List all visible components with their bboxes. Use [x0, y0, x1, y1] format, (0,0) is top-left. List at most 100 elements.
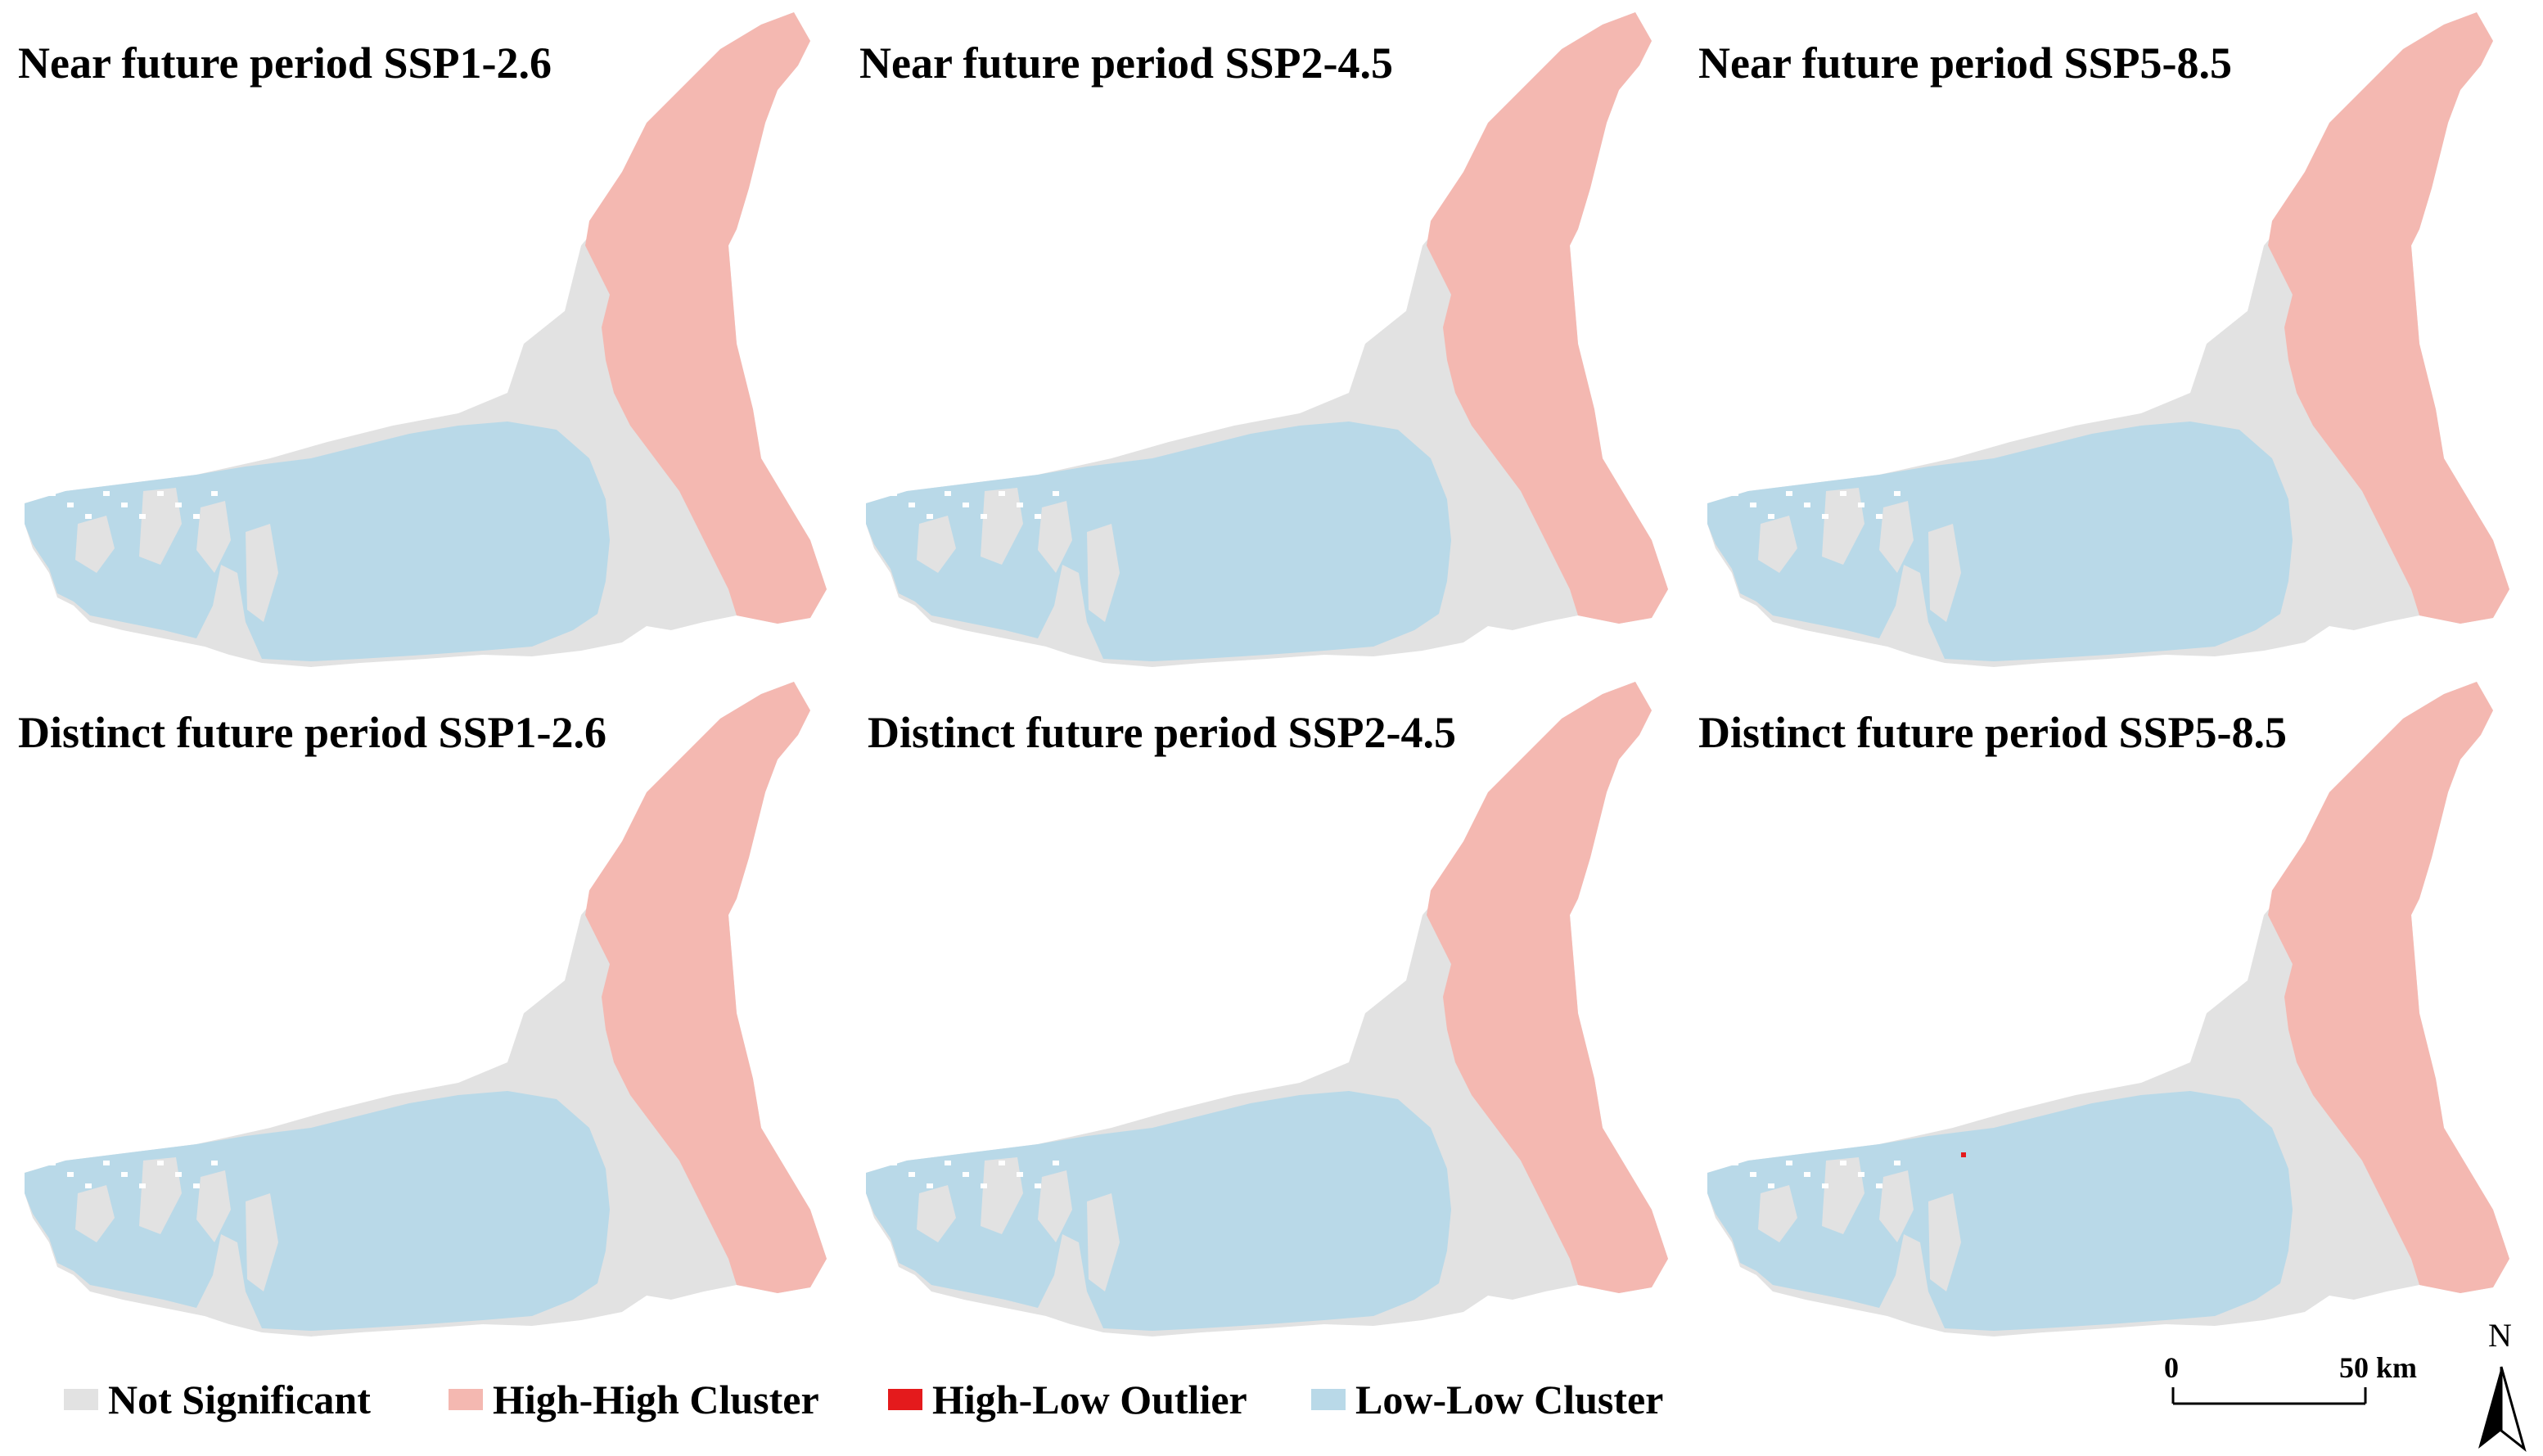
legend-swatch-high-low	[888, 1389, 922, 1410]
region-high-high-cluster	[585, 682, 827, 1293]
legend-item-low-low: Low-Low Cluster	[1311, 1375, 1663, 1424]
map-speckle	[1750, 503, 1756, 507]
map-speckle	[1768, 514, 1774, 519]
legend-swatch-low-low	[1311, 1389, 1346, 1410]
map-speckle	[999, 491, 1005, 496]
region-not-significant-patch	[1928, 524, 1961, 622]
region-not-significant-patch	[75, 516, 115, 573]
region-high-high-cluster	[2268, 682, 2509, 1293]
region-not-significant-patch	[1087, 524, 1120, 622]
map-speckle	[121, 1172, 128, 1177]
region-not-significant-patch	[1822, 1157, 1864, 1234]
region-not-significant-patch	[1879, 501, 1914, 573]
map-speckle	[1768, 1183, 1774, 1188]
map-speckle	[1053, 1161, 1059, 1165]
map-panel-distinct-ssp585	[1707, 682, 2509, 1337]
map-speckle	[1876, 514, 1882, 519]
map-speckle	[1840, 1161, 1846, 1165]
map-speckle	[1017, 1172, 1023, 1177]
map-speckle	[1786, 1161, 1792, 1165]
legend-item-high-high: High-High Cluster	[449, 1375, 819, 1424]
region-high-high-cluster	[2268, 12, 2509, 624]
map-speckle	[1732, 491, 1738, 496]
region-not-significant-patch	[196, 501, 231, 573]
region-not-significant-patch	[246, 524, 278, 622]
map-speckle	[49, 1161, 56, 1165]
legend-label-low-low: Low-Low Cluster	[1355, 1377, 1664, 1422]
map-speckle	[1894, 1161, 1900, 1165]
region-not-significant-patch	[75, 1185, 115, 1242]
legend-item-high-low: High-Low Outlier	[888, 1375, 1247, 1424]
region-not-significant-patch	[246, 1193, 278, 1291]
region-not-significant-patch	[981, 1157, 1023, 1234]
map-speckle	[85, 1183, 92, 1188]
legend-label-not-significant: Not Significant	[108, 1377, 371, 1422]
region-not-significant-patch	[1758, 1185, 1797, 1242]
map-speckle	[1053, 491, 1059, 496]
map-speckle	[157, 491, 164, 496]
map-panel-distinct-ssp245	[866, 682, 1668, 1337]
map-speckle	[211, 1161, 218, 1165]
map-speckle	[1035, 1183, 1041, 1188]
map-speckle	[67, 503, 74, 507]
map-speckle	[909, 1172, 915, 1177]
map-speckle	[1858, 1172, 1864, 1177]
region-not-significant-patch	[139, 488, 182, 565]
scale-bar	[2171, 1387, 2367, 1405]
region-not-significant-patch	[196, 1170, 231, 1242]
map-speckle	[999, 1161, 1005, 1165]
map-speckle	[193, 1183, 200, 1188]
map-speckle	[891, 491, 897, 496]
map-speckle	[1804, 503, 1810, 507]
map-panel-near-ssp585	[1707, 12, 2509, 667]
region-not-significant-patch	[1038, 501, 1072, 573]
map-speckle	[49, 491, 56, 496]
map-speckle	[981, 514, 987, 519]
map-speckle	[963, 503, 969, 507]
region-low-low-cluster	[25, 1091, 610, 1331]
scale-label-start: 0	[2164, 1351, 2179, 1384]
map-speckle	[1732, 1161, 1738, 1165]
region-high-high-cluster	[1427, 682, 1668, 1293]
map-speckle	[945, 491, 951, 496]
scale-label-end: 50 km	[2339, 1351, 2418, 1384]
region-low-low-cluster	[1707, 421, 2293, 661]
map-speckle	[1822, 1183, 1828, 1188]
map-panel-near-ssp245	[866, 12, 1668, 667]
panel-title-distinct-ssp126: Distinct future period SSP1-2.6	[18, 708, 607, 757]
panel-title-distinct-ssp585: Distinct future period SSP5-8.5	[1698, 708, 2288, 757]
region-low-low-cluster	[1707, 1091, 2293, 1331]
legend-swatch-not-significant	[64, 1389, 98, 1410]
map-speckle	[927, 1183, 933, 1188]
map-speckle	[103, 1161, 110, 1165]
map-speckle	[1858, 503, 1864, 507]
north-label: N	[2488, 1317, 2512, 1354]
legend-item-not-significant: Not Significant	[64, 1375, 371, 1424]
map-speckle	[945, 1161, 951, 1165]
region-low-low-cluster	[866, 421, 1451, 661]
region-high-low-outlier	[1961, 1152, 1966, 1157]
map-speckle	[139, 1183, 146, 1188]
region-high-high-cluster	[1427, 12, 1668, 624]
map-speckle	[1894, 491, 1900, 496]
region-high-high-cluster	[585, 12, 827, 624]
legend-label-high-low: High-Low Outlier	[932, 1377, 1247, 1422]
map-speckle	[891, 1161, 897, 1165]
panel-title-near-ssp126: Near future period SSP1-2.6	[18, 38, 552, 88]
map-speckle	[1035, 514, 1041, 519]
map-speckle	[175, 503, 182, 507]
map-speckle	[1786, 491, 1792, 496]
map-speckle	[1840, 491, 1846, 496]
map-panel-near-ssp126	[25, 12, 827, 667]
map-speckle	[909, 503, 915, 507]
region-not-significant-patch	[1822, 488, 1864, 565]
region-not-significant-patch	[1928, 1193, 1961, 1291]
map-speckle	[1876, 1183, 1882, 1188]
north-arrow-icon	[2478, 1366, 2527, 1453]
map-panel-distinct-ssp126	[25, 682, 827, 1337]
region-not-significant-patch	[917, 1185, 956, 1242]
region-not-significant-patch	[1879, 1170, 1914, 1242]
legend-label-high-high: High-High Cluster	[493, 1377, 819, 1422]
map-speckle	[193, 514, 200, 519]
panel-title-near-ssp245: Near future period SSP2-4.5	[859, 38, 1393, 88]
